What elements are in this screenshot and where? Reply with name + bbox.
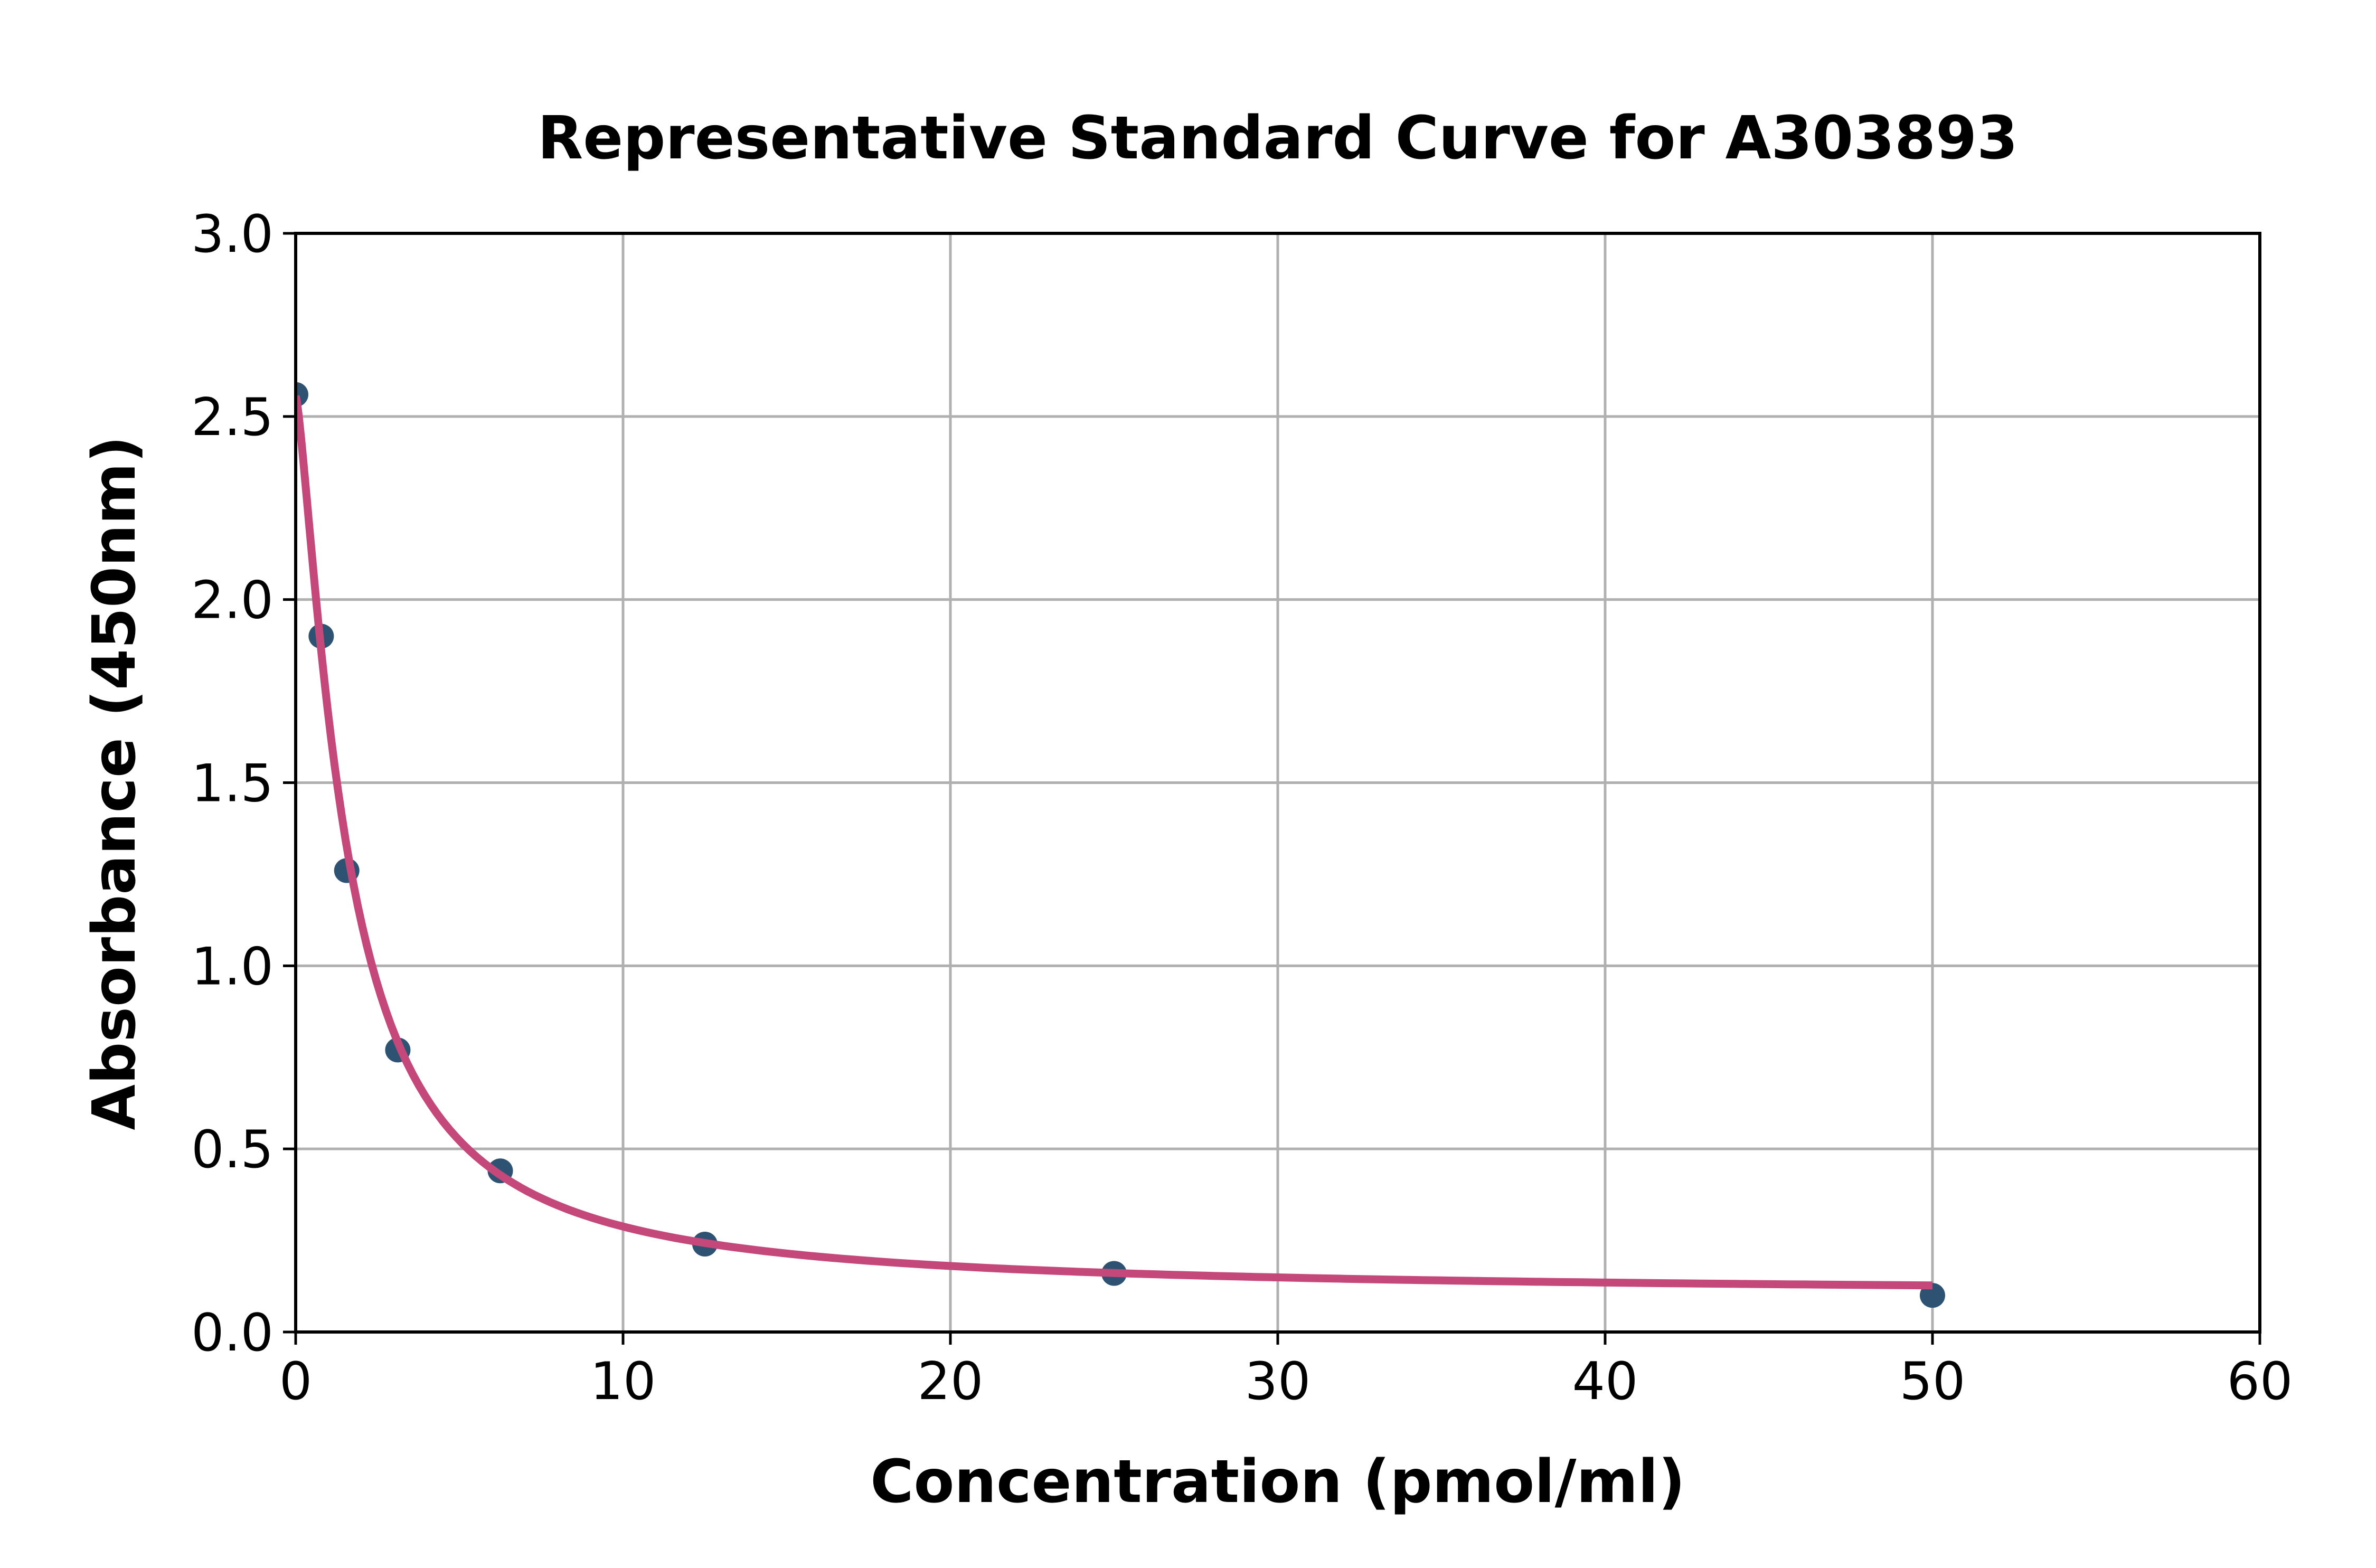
x-tick-label: 10 [590, 1352, 656, 1412]
gridlines-layer [296, 233, 2260, 1332]
data-layer [296, 382, 1945, 1308]
x-tick-label: 20 [918, 1352, 984, 1412]
x-tick-label: 0 [279, 1352, 312, 1412]
y-tick-label: 1.5 [191, 754, 274, 814]
y-tick-label: 2.5 [191, 388, 274, 448]
y-axis-title: Absorbance (450nm) [80, 436, 149, 1130]
ticks-layer [283, 232, 2261, 1345]
x-axis-title: Concentration (pmol/ml) [870, 1448, 1685, 1516]
fit-curve [296, 393, 1933, 1290]
chart-title: Representative Standard Curve for A30389… [538, 104, 2018, 173]
y-tick-label: 0.5 [191, 1120, 274, 1180]
x-tick-label: 50 [1900, 1352, 1966, 1412]
y-tick-label: 2.0 [191, 571, 274, 631]
y-tick-label: 0.0 [191, 1303, 274, 1363]
y-tick-label: 1.0 [191, 937, 274, 997]
y-tick-label: 3.0 [191, 204, 274, 265]
tick-labels-layer: 0 10 20 30 40 50 60 0.0 0.5 1.0 1.5 2.0 2.5 3.0 [191, 204, 2293, 1412]
x-tick-label: 60 [2227, 1352, 2293, 1412]
x-tick-label: 30 [1245, 1352, 1311, 1412]
x-tick-label: 40 [1572, 1352, 1638, 1412]
